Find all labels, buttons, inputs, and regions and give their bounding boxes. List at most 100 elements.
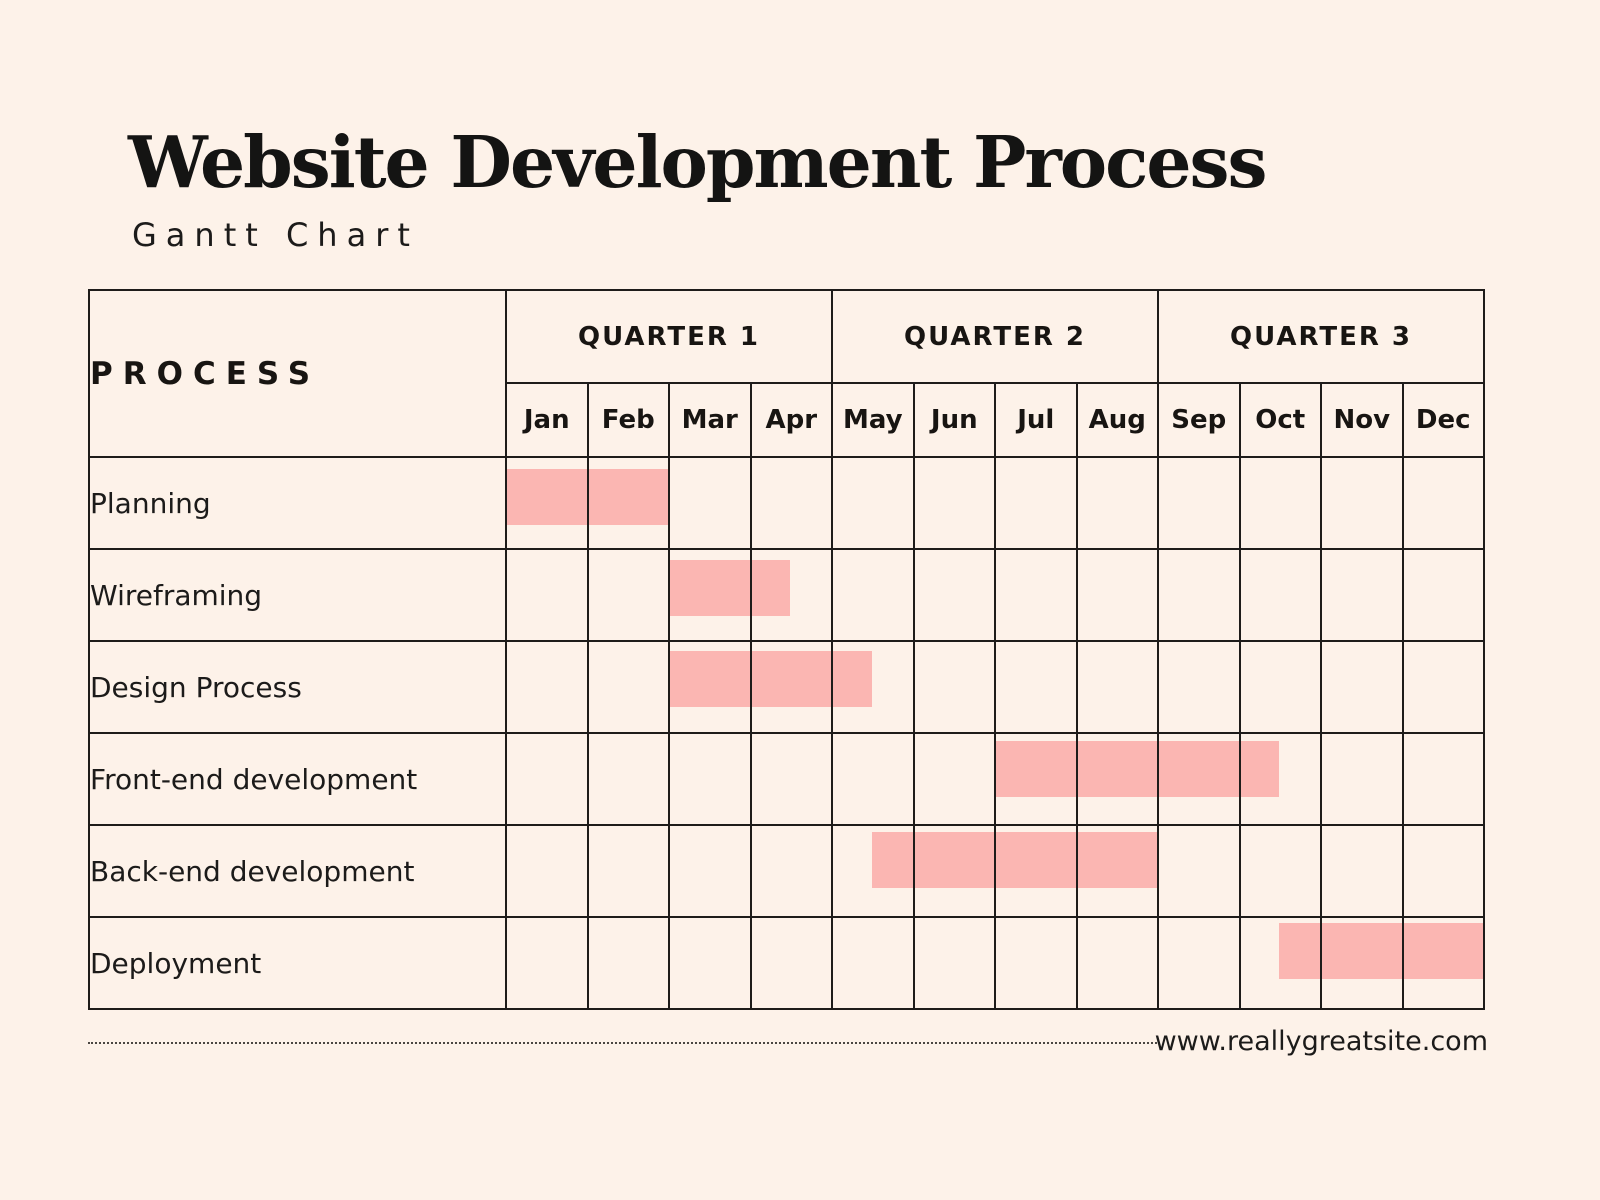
task-label: Planning: [88, 456, 507, 550]
grid-cell-back-end-development-jul: [994, 824, 1078, 918]
grid-cell-wireframing-apr: [749, 548, 833, 642]
process-column-header: PROCESS: [88, 289, 507, 458]
grid-cell-front-end-development-jan: [505, 732, 589, 826]
gantt-table: PROCESS QUARTER 1 QUARTER 2 QUARTER 3 Jan F…: [88, 289, 1485, 1010]
task-label: Design Process: [88, 640, 507, 734]
grid-cell-back-end-development-mar: [668, 824, 752, 918]
quarter-header-3: QUARTER 3: [1157, 289, 1485, 384]
grid-cell-deployment-apr: [749, 916, 833, 1010]
month-header-oct: Oct: [1238, 382, 1322, 458]
grid-cell-deployment-jul: [994, 916, 1078, 1010]
task-label: Wireframing: [88, 548, 507, 642]
quarter-header-row: PROCESS QUARTER 1 QUARTER 2 QUARTER 3: [88, 289, 1485, 458]
month-header-sep: Sep: [1157, 382, 1241, 458]
grid-cell-wireframing-feb: [586, 548, 670, 642]
task-row-wireframing: Wireframing: [88, 548, 1485, 642]
page-subtitle: Gantt Chart: [132, 216, 419, 254]
month-header-jun: Jun: [912, 382, 996, 458]
grid-cell-design-process-mar: [668, 640, 752, 734]
grid-cell-front-end-development-jun: [912, 732, 996, 826]
grid-cell-front-end-development-mar: [668, 732, 752, 826]
grid-cell-planning-mar: [668, 456, 752, 550]
grid-cell-back-end-development-dec: [1401, 824, 1485, 918]
task-row-back-end-development: Back-end development: [88, 824, 1485, 918]
month-header-jan: Jan: [505, 382, 589, 458]
grid-cell-deployment-sep: [1157, 916, 1241, 1010]
grid-cell-back-end-development-jan: [505, 824, 589, 918]
grid-cell-planning-feb: [586, 456, 670, 550]
grid-cell-wireframing-aug: [1075, 548, 1159, 642]
grid-cell-design-process-may: [831, 640, 915, 734]
grid-cell-design-process-aug: [1075, 640, 1159, 734]
month-header-dec: Dec: [1401, 382, 1485, 458]
grid-cell-planning-jun: [912, 456, 996, 550]
month-header-jul: Jul: [994, 382, 1078, 458]
grid-cell-back-end-development-apr: [749, 824, 833, 918]
grid-cell-back-end-development-oct: [1238, 824, 1322, 918]
grid-cell-planning-oct: [1238, 456, 1322, 550]
footer-divider: [88, 1042, 1160, 1044]
grid-cell-wireframing-jul: [994, 548, 1078, 642]
grid-cell-design-process-jan: [505, 640, 589, 734]
grid-cell-front-end-development-nov: [1320, 732, 1404, 826]
grid-cell-planning-nov: [1320, 456, 1404, 550]
page-title: Website Development Process: [128, 120, 1267, 204]
grid-cell-front-end-development-feb: [586, 732, 670, 826]
grid-cell-design-process-jun: [912, 640, 996, 734]
task-label: Front-end development: [88, 732, 507, 826]
grid-cell-wireframing-jun: [912, 548, 996, 642]
grid-cell-deployment-oct: [1238, 916, 1322, 1010]
grid-cell-wireframing-mar: [668, 548, 752, 642]
grid-cell-wireframing-nov: [1320, 548, 1404, 642]
grid-cell-front-end-development-jul: [994, 732, 1078, 826]
grid-cell-wireframing-may: [831, 548, 915, 642]
quarter-header-2: QUARTER 2: [831, 289, 1159, 384]
grid-cell-back-end-development-may: [831, 824, 915, 918]
month-header-may: May: [831, 382, 915, 458]
grid-cell-planning-sep: [1157, 456, 1241, 550]
month-header-feb: Feb: [586, 382, 670, 458]
grid-cell-planning-jan: [505, 456, 589, 550]
grid-cell-back-end-development-sep: [1157, 824, 1241, 918]
quarter-header-1: QUARTER 1: [505, 289, 833, 384]
grid-cell-wireframing-oct: [1238, 548, 1322, 642]
grid-cell-planning-aug: [1075, 456, 1159, 550]
grid-cell-back-end-development-jun: [912, 824, 996, 918]
grid-cell-design-process-oct: [1238, 640, 1322, 734]
grid-cell-wireframing-dec: [1401, 548, 1485, 642]
task-label: Deployment: [88, 916, 507, 1010]
grid-cell-front-end-development-dec: [1401, 732, 1485, 826]
grid-cell-design-process-feb: [586, 640, 670, 734]
month-header-apr: Apr: [749, 382, 833, 458]
task-row-front-end-development: Front-end development: [88, 732, 1485, 826]
task-row-planning: Planning: [88, 456, 1485, 550]
grid-cell-design-process-jul: [994, 640, 1078, 734]
grid-cell-deployment-dec: [1401, 916, 1485, 1010]
grid-cell-back-end-development-feb: [586, 824, 670, 918]
gantt-chart: PROCESS QUARTER 1 QUARTER 2 QUARTER 3 Jan F…: [88, 289, 1485, 1010]
grid-cell-front-end-development-aug: [1075, 732, 1159, 826]
grid-cell-wireframing-jan: [505, 548, 589, 642]
grid-cell-deployment-aug: [1075, 916, 1159, 1010]
task-row-deployment: Deployment: [88, 916, 1485, 1010]
grid-cell-planning-apr: [749, 456, 833, 550]
grid-cell-planning-may: [831, 456, 915, 550]
grid-cell-planning-jul: [994, 456, 1078, 550]
task-row-design-process: Design Process: [88, 640, 1485, 734]
grid-cell-planning-dec: [1401, 456, 1485, 550]
grid-cell-front-end-development-may: [831, 732, 915, 826]
grid-cell-design-process-nov: [1320, 640, 1404, 734]
grid-cell-deployment-may: [831, 916, 915, 1010]
grid-cell-deployment-jan: [505, 916, 589, 1010]
month-header-row: Jan Feb Mar Apr May Jun Jul Aug Sep Oct Nov Dec: [89, 382, 1485, 458]
grid-cell-front-end-development-sep: [1157, 732, 1241, 826]
grid-cell-back-end-development-aug: [1075, 824, 1159, 918]
task-label: Back-end development: [88, 824, 507, 918]
grid-cell-back-end-development-nov: [1320, 824, 1404, 918]
grid-cell-deployment-feb: [586, 916, 670, 1010]
month-header-mar: Mar: [668, 382, 752, 458]
grid-cell-deployment-jun: [912, 916, 996, 1010]
grid-cell-front-end-development-oct: [1238, 732, 1322, 826]
grid-cell-design-process-dec: [1401, 640, 1485, 734]
